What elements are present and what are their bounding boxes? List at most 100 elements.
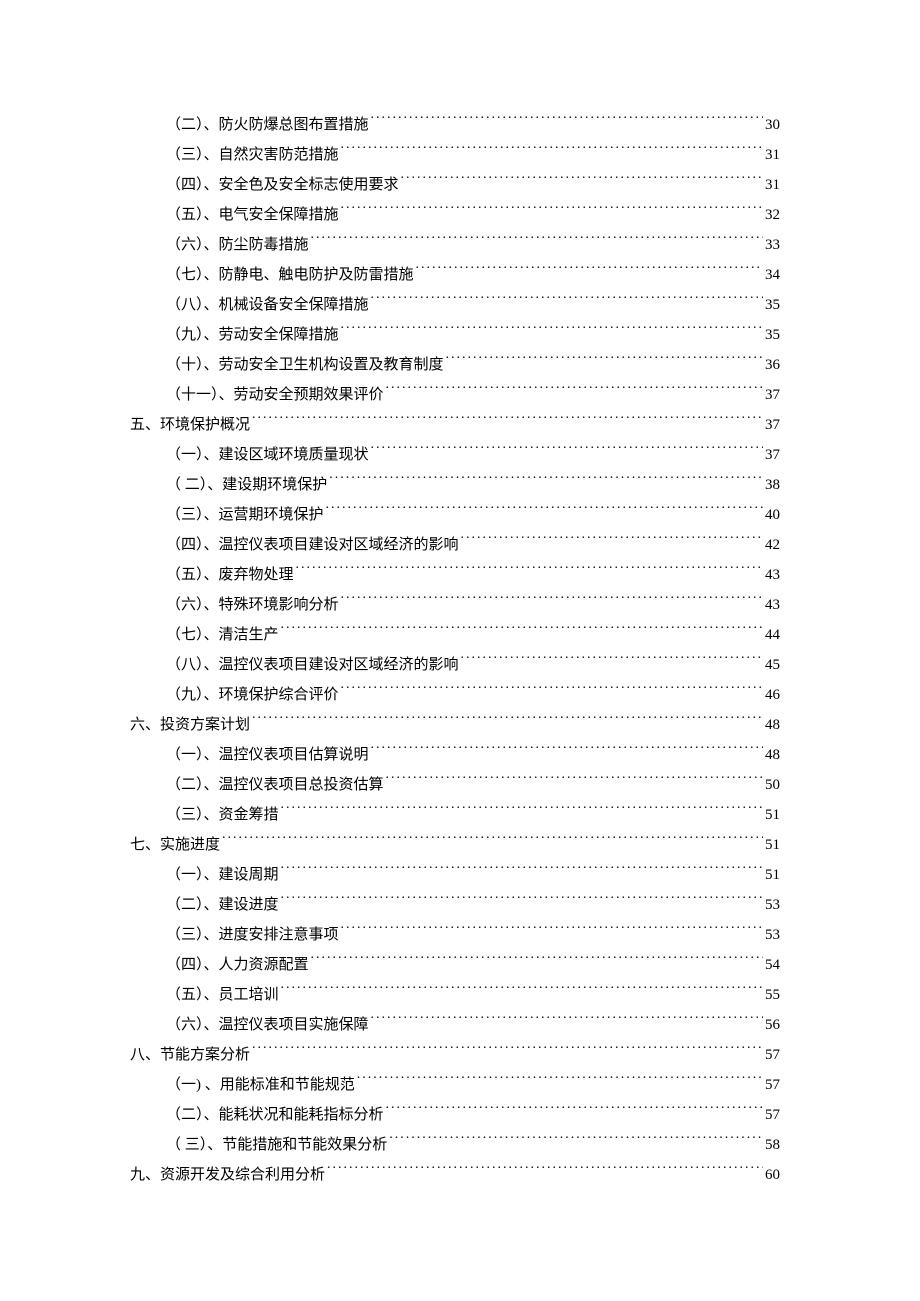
toc-entry: （ 三）、节能措施和节能效果分析58 — [166, 1130, 780, 1160]
toc-entry-page: 51 — [765, 860, 780, 890]
toc-entry: （九）、劳动安全保障措施 35 — [166, 320, 780, 350]
toc-entry-page: 36 — [765, 350, 780, 380]
toc-leader-dots — [281, 624, 763, 639]
toc-entry: 七、实施进度51 — [130, 830, 780, 860]
toc-leader-dots — [461, 654, 763, 669]
toc-entry-label: （四）、安全色及安全标志使用要求 — [166, 170, 399, 200]
toc-entry-page: 35 — [765, 290, 780, 320]
toc-entry-page: 38 — [765, 470, 780, 500]
toc-entry-label: （一) 、用能标准和节能规范 — [166, 1070, 355, 1100]
toc-entry-label: （九）、环境保护综合评价 — [166, 680, 339, 710]
toc-entry-page: 48 — [765, 710, 780, 740]
toc-leader-dots — [281, 894, 763, 909]
toc-entry-label: （八）、机械设备安全保障措施 — [166, 290, 369, 320]
toc-entry-label: （六）、温控仪表项目实施保障 — [166, 1010, 369, 1040]
toc-leader-dots — [371, 444, 763, 459]
toc-leader-dots — [371, 294, 763, 309]
toc-leader-dots — [341, 924, 763, 939]
toc-entry-page: 31 — [765, 170, 780, 200]
toc-entry-page: 56 — [765, 1010, 780, 1040]
toc-entry-label: 八、节能方案分析 — [130, 1040, 250, 1070]
toc-entry-page: 32 — [765, 200, 780, 230]
toc-entry-page: 37 — [765, 410, 780, 440]
toc-leader-dots — [357, 1074, 763, 1089]
toc-leader-dots — [446, 354, 763, 369]
toc-entry: （八）、机械设备安全保障措施 35 — [166, 290, 780, 320]
toc-entry-label: （三）、资金筹措 — [166, 800, 279, 830]
toc-entry-page: 57 — [765, 1040, 780, 1070]
toc-entry: 五、环境保护概况37 — [130, 410, 780, 440]
toc-entry: （五）、员工培训55 — [166, 980, 780, 1010]
toc-leader-dots — [222, 834, 763, 849]
toc-entry-label: （ 二）、建设期环境保护 — [166, 470, 327, 500]
toc-leader-dots — [281, 984, 763, 999]
toc-entry: （一) 、用能标准和节能规范 57 — [166, 1070, 780, 1100]
toc-entry-page: 37 — [765, 440, 780, 470]
toc-entry-label: （二）、防火防爆总图布置措施 — [166, 110, 369, 140]
toc-entry: （二）、能耗状况和能耗指标分析57 — [166, 1100, 780, 1130]
toc-entry: （八）、温控仪表项目建设对区域经济的影响 45 — [166, 650, 780, 680]
toc-entry: （七）、清洁生产44 — [166, 620, 780, 650]
toc-leader-dots — [252, 1044, 763, 1059]
toc-entry: （二）、防火防爆总图布置措施 30 — [166, 110, 780, 140]
toc-entry-page: 31 — [765, 140, 780, 170]
toc-entry-page: 60 — [765, 1160, 780, 1190]
toc-entry: 六、投资方案计划 48 — [130, 710, 780, 740]
toc-entry-label: （七）、防静电、触电防护及防雷措施 — [166, 260, 414, 290]
toc-entry: （三）、进度安排注意事项53 — [166, 920, 780, 950]
toc-entry-label: （四）、人力资源配置 — [166, 950, 309, 980]
toc-leader-dots — [326, 504, 763, 519]
toc-leader-dots — [386, 1104, 763, 1119]
toc-leader-dots — [341, 204, 763, 219]
toc-entry-page: 53 — [765, 920, 780, 950]
toc-entry: （四）、安全色及安全标志使用要求 31 — [166, 170, 780, 200]
toc-leader-dots — [329, 474, 763, 489]
toc-entry-page: 35 — [765, 320, 780, 350]
toc-leader-dots — [461, 534, 763, 549]
toc-entry: （三）、自然灾害防范措施 31 — [166, 140, 780, 170]
toc-entry: （五）、电气安全保障措施32 — [166, 200, 780, 230]
toc-entry-page: 48 — [765, 740, 780, 770]
toc-entry-page: 51 — [765, 830, 780, 860]
toc-leader-dots — [416, 264, 763, 279]
toc-entry-label: （八）、温控仪表项目建设对区域经济的影响 — [166, 650, 459, 680]
toc-leader-dots — [341, 144, 763, 159]
toc-entry-label: （七）、清洁生产 — [166, 620, 279, 650]
toc-entry-label: （五）、废弃物处理 — [166, 560, 294, 590]
toc-leader-dots — [389, 1134, 763, 1149]
toc-entry-label: （ 三）、节能措施和节能效果分析 — [166, 1130, 387, 1160]
toc-leader-dots — [252, 414, 763, 429]
toc-entry-label: （四）、温控仪表项目建设对区域经济的影响 — [166, 530, 459, 560]
toc-entry: （一）、建设周期51 — [166, 860, 780, 890]
toc-entry-label: （三）、运营期环境保护 — [166, 500, 324, 530]
toc-entry-label: （五）、员工培训 — [166, 980, 279, 1010]
toc-leader-dots — [311, 234, 763, 249]
toc-entry: （二）、建设进度53 — [166, 890, 780, 920]
toc-entry-page: 51 — [765, 800, 780, 830]
toc-entry-label: 六、投资方案计划 — [130, 710, 250, 740]
toc-entry: （五）、废弃物处理43 — [166, 560, 780, 590]
toc-entry-label: （九）、劳动安全保障措施 — [166, 320, 339, 350]
toc-entry: 八、节能方案分析 57 — [130, 1040, 780, 1070]
toc-entry-page: 30 — [765, 110, 780, 140]
toc-entry-page: 42 — [765, 530, 780, 560]
toc-entry-label: （十）、劳动安全卫生机构设置及教育制度 — [166, 350, 444, 380]
toc-entry-page: 37 — [765, 380, 780, 410]
toc-entry-page: 57 — [765, 1070, 780, 1100]
toc-leader-dots — [371, 744, 763, 759]
toc-entry: （六）、防尘防毒措施33 — [166, 230, 780, 260]
toc-entry: （六）、特殊环境影响分析43 — [166, 590, 780, 620]
toc-leader-dots — [341, 324, 763, 339]
toc-entry: （六）、温控仪表项目实施保障 56 — [166, 1010, 780, 1040]
toc-leader-dots — [371, 1014, 763, 1029]
toc-entry-page: 54 — [765, 950, 780, 980]
toc-entry: （三）、资金筹措 51 — [166, 800, 780, 830]
toc-entry-label: 九、资源开发及综合利用分析 — [130, 1160, 325, 1190]
toc-entry: 九、资源开发及综合利用分析 60 — [130, 1160, 780, 1190]
toc-entry-label: （六）、防尘防毒措施 — [166, 230, 309, 260]
toc-entry-label: （三）、自然灾害防范措施 — [166, 140, 339, 170]
toc-entry-label: （二）、温控仪表项目总投资估算 — [166, 770, 384, 800]
toc-entry-label: （二）、能耗状况和能耗指标分析 — [166, 1100, 384, 1130]
toc-entry-label: （六）、特殊环境影响分析 — [166, 590, 339, 620]
toc-entry-page: 45 — [765, 650, 780, 680]
